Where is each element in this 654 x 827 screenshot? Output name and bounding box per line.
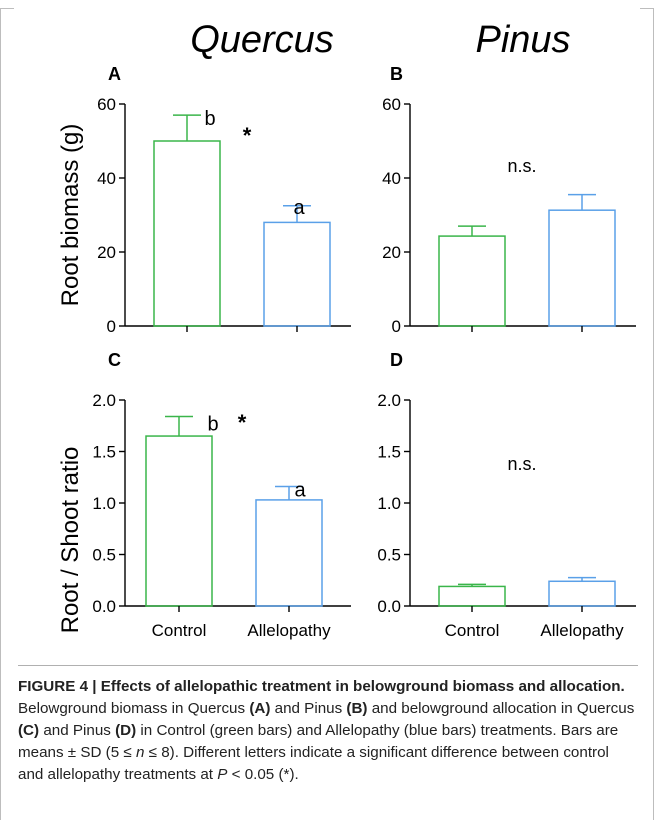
panels-group: A 0 20 40 60 b a * Root biomass (g) B 0 20 40 60 n.s. C…: [57, 64, 636, 640]
panel-c-letter-control: b: [207, 413, 218, 435]
panel-a-bar-allelopathy: [263, 221, 331, 327]
panel-b-ytick-label: 40: [382, 169, 401, 188]
frame-left-border: [0, 8, 1, 820]
panel-c-bar-allelopathy: [255, 499, 323, 607]
caption-text-2: and Pinus: [270, 700, 347, 717]
caption-text-7: < 0.05 (*).: [227, 766, 299, 783]
panel-d-xtick-label: Control: [445, 621, 500, 640]
panel-a-ytick-label: 0: [107, 317, 116, 336]
panel-c-ytick-label: 1.0: [92, 494, 116, 513]
panel-d-ytick-label: 1.0: [377, 494, 401, 513]
caption-title: FIGURE 4 | Effects of allelopathic treat…: [18, 678, 625, 695]
panel-c-ytick-label: 0.5: [92, 546, 116, 565]
caption-text-6: ≤ 8). Different letters indicate a signi…: [18, 744, 609, 783]
panel-c-xtick-label: Control: [152, 621, 207, 640]
caption-text-4: and Pinus: [39, 722, 116, 739]
panel-d-ytick-label: 2.0: [377, 391, 401, 410]
caption-ref-b: (B): [346, 700, 368, 717]
panel-a-bar-control: [153, 140, 221, 327]
panel-a-letter: A: [108, 64, 121, 84]
panel-b-bar-allelopathy: [548, 209, 616, 327]
panel-b-bar-control: [438, 235, 506, 327]
panel-c-ylabel: Root / Shoot ratio: [57, 447, 84, 634]
caption-text-1: Belowground biomass in Quercus: [18, 700, 250, 717]
panel-c-xtick-label: Allelopathy: [247, 621, 331, 640]
panel-c-ytick-label: 0.0: [92, 597, 116, 616]
panel-b-ytick-label: 20: [382, 243, 401, 262]
genus-title-quercus: Quercus: [190, 19, 334, 61]
figure-panels: Quercus Pinus A 0 20 40 60 b a * Root biomass (g…: [57, 19, 636, 640]
panel-c-ytick-label: 2.0: [92, 391, 116, 410]
caption-ref-c: (C): [18, 722, 40, 739]
caption-divider: [18, 665, 638, 666]
panel-d-bar-allelopathy: [548, 580, 616, 607]
panel-c-ytick-label: 1.5: [92, 443, 116, 462]
panel-a-ytick-label: 60: [97, 95, 116, 114]
frame-top-left-tick: [0, 8, 14, 9]
panel-b-letter: B: [390, 64, 403, 84]
panel-d-xtick-label: Allelopathy: [540, 621, 624, 640]
caption-text-3: and belowground allocation in Quercus: [367, 700, 635, 717]
panel-d-letter: D: [390, 350, 403, 370]
caption-ref-a: (A): [249, 700, 271, 717]
panel-d-ytick-label: 1.5: [377, 443, 401, 462]
panel-c-bar-control: [145, 435, 213, 607]
panel-a-ytick-label: 20: [97, 243, 116, 262]
caption-text-5: in Control (green bars) and Allelopathy …: [18, 722, 619, 761]
panel-d-annotation: n.s.: [507, 454, 536, 474]
panel-c-significance-star: *: [238, 410, 247, 435]
panel-a-ylabel: Root biomass (g): [57, 124, 84, 307]
caption-ref-d: (D): [115, 722, 137, 739]
caption-p: P: [217, 766, 228, 783]
frame-top-right-tick: [640, 8, 654, 9]
panel-d-ytick-label: 0.0: [377, 597, 401, 616]
panel-a-letter-allelopathy: a: [293, 197, 305, 219]
panel-b-ytick-label: 0: [392, 317, 401, 336]
caption-n: n: [135, 744, 145, 761]
panel-d-bar-control: [438, 585, 506, 607]
panel-d-ytick-label: 0.5: [377, 546, 401, 565]
figure-caption: FIGURE 4 | Effects of allelopathic treat…: [18, 676, 638, 786]
panel-a-ytick-label: 40: [97, 169, 116, 188]
panel-c-letter: C: [108, 350, 121, 370]
panel-a-letter-control: b: [204, 108, 215, 130]
panel-b-ytick-label: 60: [382, 95, 401, 114]
panel-c-letter-allelopathy: a: [294, 480, 306, 502]
panel-a-significance-star: *: [243, 123, 252, 148]
genus-title-pinus: Pinus: [475, 19, 570, 61]
panel-b-annotation: n.s.: [507, 156, 536, 176]
